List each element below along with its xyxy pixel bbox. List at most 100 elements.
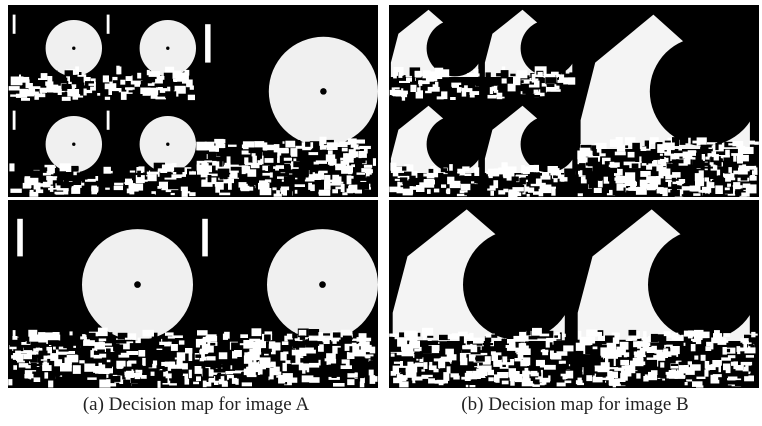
- texture-fleck: [148, 83, 155, 86]
- texture-fleck: [391, 371, 396, 376]
- texture-fleck: [510, 379, 514, 386]
- texture-fleck: [714, 154, 719, 160]
- texture-fleck: [589, 184, 593, 189]
- texture-fleck: [78, 352, 83, 355]
- texture-fleck: [705, 361, 710, 369]
- texture-fleck: [347, 373, 357, 377]
- texture-fleck: [594, 332, 602, 336]
- texture-fleck: [620, 360, 629, 365]
- texture-fleck: [278, 149, 289, 154]
- texture-fleck: [492, 87, 496, 92]
- texture-fleck: [441, 168, 447, 172]
- texture-fleck: [163, 339, 175, 342]
- texture-fleck: [685, 135, 688, 144]
- texture-fleck: [550, 187, 556, 189]
- texture-fleck: [450, 181, 461, 188]
- texture-fleck: [634, 352, 643, 355]
- texture-fleck: [498, 190, 505, 194]
- texture-fleck: [546, 94, 552, 98]
- texture-fleck: [170, 174, 182, 178]
- texture-fleck: [749, 166, 756, 170]
- texture-fleck: [402, 349, 414, 357]
- texture-fleck: [65, 70, 73, 76]
- texture-fleck: [666, 380, 675, 386]
- texture-fleck: [417, 87, 421, 93]
- texture-fleck: [143, 330, 155, 337]
- texture-fleck: [308, 183, 312, 190]
- texture-fleck: [285, 360, 291, 364]
- clock-center: [166, 143, 169, 146]
- texture-fleck: [605, 356, 608, 363]
- texture-fleck: [632, 164, 639, 169]
- texture-fleck: [302, 367, 305, 374]
- texture-fleck: [342, 148, 348, 152]
- texture-fleck: [502, 381, 509, 385]
- texture-fleck: [316, 181, 320, 185]
- texture-fleck: [260, 375, 268, 384]
- texture-fleck: [608, 176, 614, 182]
- texture-fleck: [117, 361, 123, 369]
- texture-fleck: [221, 376, 225, 381]
- texture-fleck: [200, 349, 208, 354]
- texture-fleck: [488, 95, 497, 99]
- texture-fleck: [37, 356, 41, 362]
- texture-fleck: [625, 172, 635, 181]
- texture-fleck: [370, 347, 376, 354]
- texture-fleck: [498, 355, 501, 360]
- texture-fleck: [322, 150, 326, 152]
- texture-fleck: [10, 372, 20, 378]
- texture-fleck: [561, 340, 567, 344]
- figure: (a) Decision map for image A (b) Decisio…: [0, 0, 762, 426]
- texture-fleck: [578, 193, 583, 196]
- texture-fleck: [715, 143, 718, 150]
- texture-fleck: [47, 86, 59, 93]
- texture-fleck: [712, 360, 722, 366]
- texture-fleck: [519, 178, 526, 184]
- texture-fleck: [287, 177, 295, 184]
- texture-fleck: [399, 81, 410, 83]
- texture-fleck: [526, 329, 530, 336]
- texture-fleck: [723, 333, 730, 337]
- post-mark: [13, 111, 16, 130]
- texture-fleck: [240, 184, 248, 191]
- texture-fleck: [431, 71, 443, 79]
- texture-fleck: [441, 184, 446, 188]
- texture-fleck: [393, 70, 397, 79]
- texture-fleck: [585, 189, 593, 196]
- texture-fleck: [292, 334, 297, 339]
- texture-fleck: [145, 176, 148, 179]
- texture-fleck: [697, 137, 707, 145]
- post-mark: [205, 24, 210, 62]
- clock-center: [134, 281, 141, 288]
- texture-fleck: [80, 87, 83, 96]
- texture-fleck: [546, 339, 550, 348]
- texture-fleck: [711, 338, 722, 344]
- texture-fleck: [594, 188, 602, 193]
- texture-fleck: [625, 365, 636, 373]
- texture-fleck: [680, 136, 686, 145]
- texture-fleck: [671, 369, 676, 373]
- texture-fleck: [40, 183, 45, 187]
- texture-fleck: [335, 164, 346, 171]
- texture-fleck: [177, 352, 185, 361]
- texture-fleck: [551, 74, 554, 77]
- texture-fleck: [625, 352, 629, 357]
- texture-fleck: [751, 332, 755, 337]
- post-mark: [13, 15, 16, 34]
- texture-fleck: [35, 93, 45, 97]
- texture-fleck: [559, 74, 564, 80]
- texture-fleck: [701, 355, 706, 361]
- texture-fleck: [118, 176, 121, 178]
- texture-fleck: [628, 187, 637, 191]
- texture-fleck: [97, 93, 100, 96]
- texture-fleck: [100, 382, 105, 387]
- texture-fleck: [328, 150, 333, 154]
- texture-fleck: [354, 140, 366, 144]
- texture-fleck: [395, 87, 400, 89]
- texture-fleck: [598, 179, 602, 181]
- texture-fleck: [419, 80, 423, 86]
- texture-fleck: [147, 88, 158, 95]
- texture-fleck: [630, 386, 635, 388]
- texture-fleck: [197, 151, 207, 160]
- texture-fleck: [629, 330, 637, 336]
